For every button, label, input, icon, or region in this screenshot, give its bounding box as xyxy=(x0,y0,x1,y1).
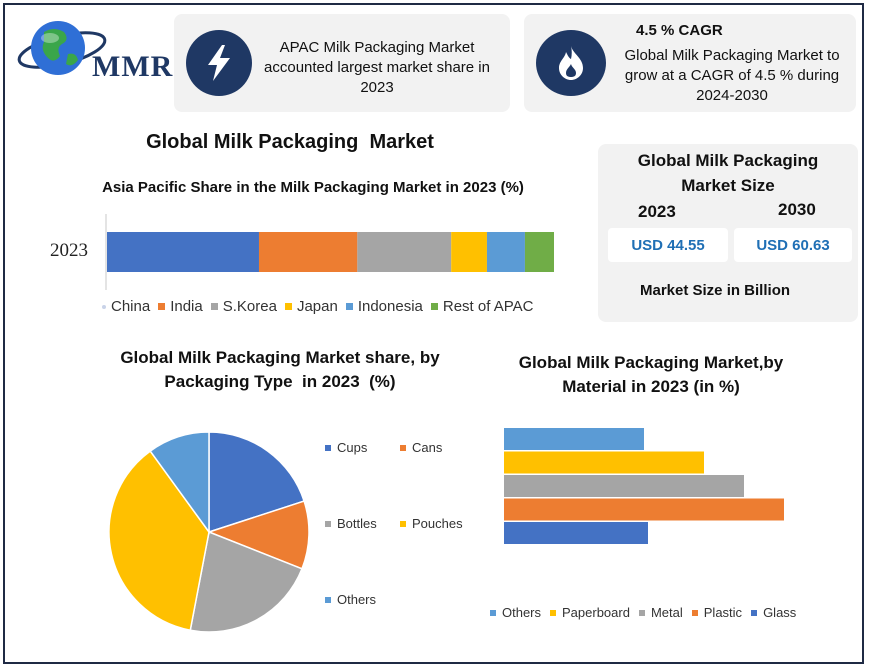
apac-legend-china: China xyxy=(102,298,150,315)
material-bar-chart xyxy=(504,428,784,544)
legend-label: Metal xyxy=(650,605,683,620)
material-legend-others: Others xyxy=(490,605,541,620)
apac-stacked-bar-chart: 2023 xyxy=(50,214,554,290)
legend-swatch xyxy=(158,303,166,310)
legend-swatch xyxy=(325,444,331,451)
pie-slice-others xyxy=(149,431,210,535)
market-size-title: Global Milk Packaging Market Size xyxy=(637,151,819,195)
apac-category-label: 2023 xyxy=(50,240,88,261)
value-2023: USD 44.55 xyxy=(608,228,728,262)
year-2030-label: 2030 xyxy=(778,200,816,219)
legend-swatch xyxy=(325,596,331,603)
legend-swatch xyxy=(638,609,645,616)
apac-chart-title: Asia Pacific Share in the Milk Packaging… xyxy=(102,179,524,196)
material-bar-glass xyxy=(504,522,648,544)
apac-legend-s-korea: S.Korea xyxy=(210,298,277,315)
material-legend-paperboard: Paperboard xyxy=(550,605,630,620)
info-card-cagr-text: Global Milk Packaging Market to grow at … xyxy=(624,47,840,104)
pie-slice-bottles xyxy=(189,530,303,633)
apac-bar-rest-of-apac xyxy=(524,232,554,272)
pie-legend-pouches: Pouches xyxy=(400,516,463,531)
apac-legend-indonesia: Indonesia xyxy=(345,298,423,315)
material-legend-plastic: Plastic xyxy=(691,605,743,620)
legend-label: Japan xyxy=(296,298,338,315)
legend-label: Pouches xyxy=(412,516,463,531)
market-size-footer: Market Size in Billion xyxy=(639,282,791,299)
legend-swatch xyxy=(325,520,331,527)
material-chart-title: Global Milk Packaging Market,by Material… xyxy=(518,353,784,396)
apac-legend-japan: Japan xyxy=(284,298,338,315)
info-card-apac: APAC Milk Packaging Market accounted lar… xyxy=(174,14,510,112)
lightning-icon xyxy=(186,30,252,96)
material-legend-metal: Metal xyxy=(638,605,683,620)
pie-legend-bottles: Bottles xyxy=(325,516,377,531)
pie-legend-cans: Cans xyxy=(400,440,442,455)
legend-label: Plastic xyxy=(703,605,743,620)
legend-swatch xyxy=(490,609,496,616)
legend-swatch xyxy=(284,303,292,310)
cagr-title: 4.5 % CAGR xyxy=(636,22,723,39)
info-card-apac-text: APAC Milk Packaging Market accounted lar… xyxy=(264,39,490,96)
value-2030: USD 60.63 xyxy=(734,228,852,262)
legend-label: Bottles xyxy=(337,516,377,531)
legend-swatch xyxy=(210,303,218,310)
pie-legend-others: Others xyxy=(325,592,376,607)
pie-legend-cups: Cups xyxy=(325,440,367,455)
legend-label: Paperboard xyxy=(562,605,630,620)
legend-label: China xyxy=(111,298,151,315)
material-bar-paperboard xyxy=(504,451,704,474)
apac-bar-china xyxy=(107,232,259,272)
apac-legend-india: India xyxy=(158,298,203,315)
material-bar-plastic xyxy=(504,498,784,521)
apac-bar-s-korea xyxy=(357,232,452,272)
apac-bar-india xyxy=(258,232,358,272)
apac-bar-japan xyxy=(451,232,487,272)
material-legend-glass: Glass xyxy=(751,605,796,620)
legend-label: S.Korea xyxy=(222,298,277,315)
market-size-card: Global Milk Packaging Market Size 2023 2… xyxy=(598,144,858,322)
pie-slice-cans xyxy=(206,500,310,570)
logo-text: MMR xyxy=(92,50,174,83)
apac-legend-rest-of-apac: Rest of APAC xyxy=(430,298,534,315)
legend-swatch xyxy=(430,303,438,310)
pie-slice-pouches xyxy=(108,450,210,632)
legend-swatch xyxy=(400,520,406,527)
pie-slice-cups xyxy=(208,431,306,534)
material-bar-others xyxy=(504,428,644,450)
legend-label: Cans xyxy=(412,440,443,455)
legend-label: Others xyxy=(337,592,377,607)
mmr-logo: MMR xyxy=(14,14,179,89)
pie-chart-title: Global Milk Packaging Market share, by P… xyxy=(120,348,440,391)
legend-swatch xyxy=(345,303,353,310)
legend-swatch xyxy=(550,609,557,616)
apac-bar-indonesia xyxy=(486,232,525,272)
info-card-cagr: 4.5 % CAGR Global Milk Packaging Market … xyxy=(524,14,856,112)
legend-label: Rest of APAC xyxy=(442,298,534,315)
legend-label: India xyxy=(170,298,203,315)
year-2023-label: 2023 xyxy=(638,202,676,221)
main-title: Global Milk Packaging Market xyxy=(146,131,434,153)
apac-legend: China India S.Korea Japan Indonesia Rest of A… xyxy=(102,298,572,315)
legend-swatch xyxy=(102,304,106,309)
legend-swatch xyxy=(400,444,406,451)
flame-icon xyxy=(536,30,606,96)
material-legend: Others Paperboard Metal Plastic Glass xyxy=(490,605,820,620)
legend-label: Others xyxy=(502,605,542,620)
legend-label: Indonesia xyxy=(357,298,423,315)
legend-label: Glass xyxy=(763,605,797,620)
packaging-pie-chart xyxy=(108,431,310,633)
legend-swatch xyxy=(691,609,698,616)
material-bar-metal xyxy=(504,475,744,497)
legend-swatch xyxy=(751,609,758,616)
legend-label: Cups xyxy=(337,440,368,455)
